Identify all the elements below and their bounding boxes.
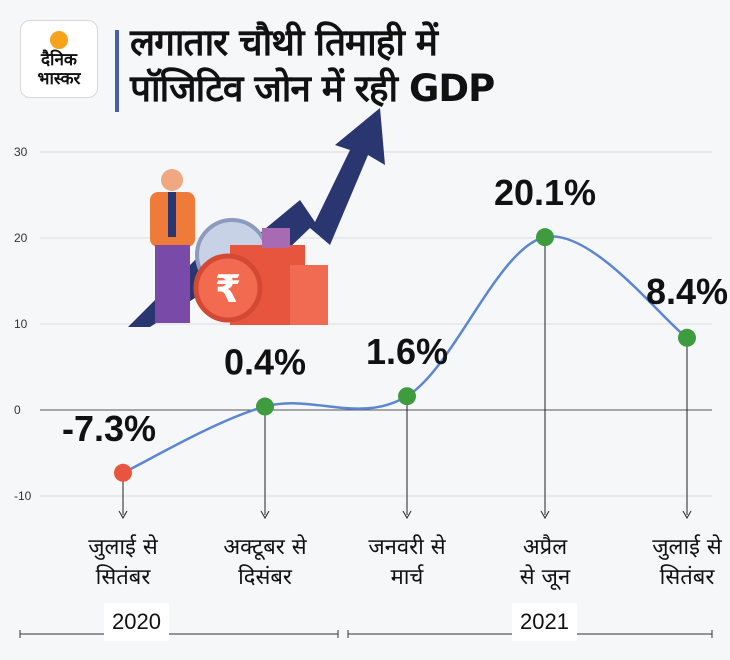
title-line-1: लगातार चौथी तिमाही में xyxy=(130,21,438,64)
gdp-series-line xyxy=(122,235,688,474)
down-arrow-icon xyxy=(540,510,550,520)
title-accent-bar xyxy=(115,30,119,112)
y-tick-label: 0 xyxy=(14,403,21,417)
businessman-icon xyxy=(150,169,195,323)
rupee-coin-icon xyxy=(193,253,263,323)
growth-illustration: ₹ xyxy=(128,108,385,327)
down-arrow-icon xyxy=(260,510,270,520)
y-tick-label: 10 xyxy=(14,317,28,331)
category-line: जुलाई से xyxy=(88,535,158,560)
category-line: अप्रैल xyxy=(522,535,568,560)
x-category-label: जुलाई से सितंबर xyxy=(617,533,730,593)
category-line: दिसंबर xyxy=(238,565,292,590)
year-label-2021: 2021 xyxy=(512,603,577,641)
svg-text:₹: ₹ xyxy=(215,267,241,311)
x-category-label: जनवरी से मार्च xyxy=(337,533,477,593)
growth-arrow-icon xyxy=(128,108,385,327)
category-line: सितंबर xyxy=(659,565,715,590)
down-arrow-icon xyxy=(402,510,412,520)
down-arrow-icon xyxy=(118,510,128,520)
data-point xyxy=(536,228,554,247)
data-point xyxy=(398,387,416,406)
data-label: 20.1% xyxy=(494,172,596,213)
y-tick-label: 20 xyxy=(14,231,28,245)
year-label-2020: 2020 xyxy=(104,603,169,641)
data-label: -7.3% xyxy=(62,408,156,449)
x-category-label: जुलाई से सितंबर xyxy=(53,533,193,593)
down-arrow-icon xyxy=(682,510,692,520)
chart-title: लगातार चौथी तिमाही में पॉजिटिव जोन में र… xyxy=(130,20,495,112)
y-tick-label: -10 xyxy=(14,489,32,503)
category-line: से जून xyxy=(519,565,571,590)
data-label: 8.4% xyxy=(646,271,728,312)
data-label: 0.4% xyxy=(224,342,306,383)
title-line-2: पॉजिटिव जोन में रही GDP xyxy=(130,67,495,110)
x-category-label: अप्रैल से जून xyxy=(475,533,615,593)
data-point xyxy=(678,328,696,347)
category-line: सितंबर xyxy=(95,565,151,590)
data-point xyxy=(256,397,274,416)
dainik-bhaskar-logo: दैनिक भास्कर xyxy=(20,20,98,98)
sun-icon xyxy=(50,31,68,49)
logo-line-2: भास्कर xyxy=(37,69,81,89)
logo-line-1: दैनिक xyxy=(41,50,77,70)
category-line: जुलाई से xyxy=(652,535,722,560)
category-line: जनवरी से xyxy=(368,535,446,560)
data-point xyxy=(114,463,132,482)
y-tick-label: 30 xyxy=(14,145,28,159)
category-line: मार्च xyxy=(390,565,424,590)
category-line: अक्टूबर से xyxy=(223,535,307,560)
data-label: 1.6% xyxy=(366,331,448,372)
x-category-label: अक्टूबर से दिसंबर xyxy=(195,533,335,593)
